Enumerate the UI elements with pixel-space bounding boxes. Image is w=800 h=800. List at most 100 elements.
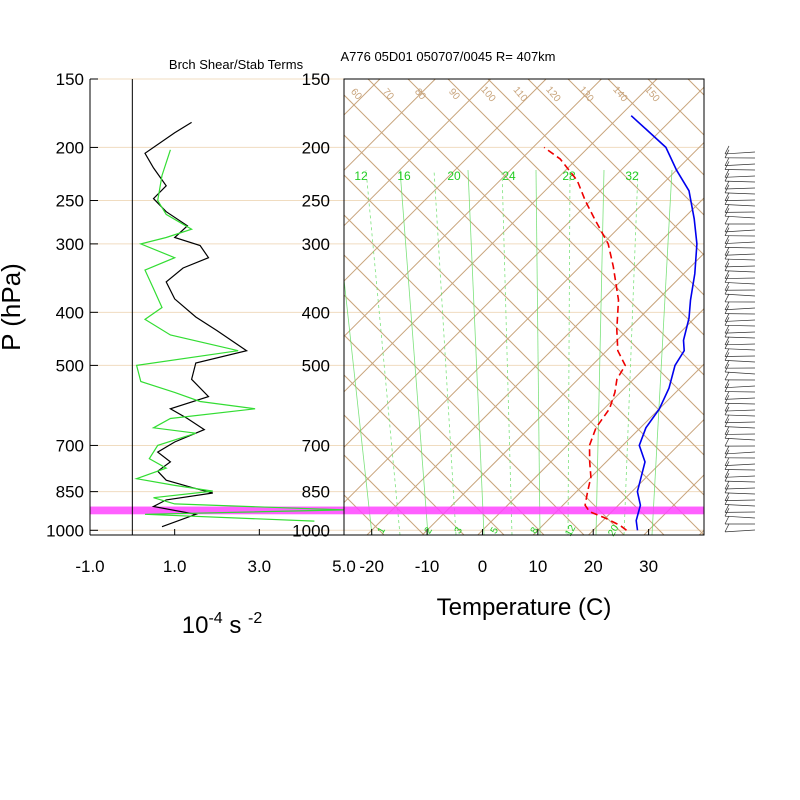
wind-barb-flag (724, 469, 730, 478)
wind-barb-flag (724, 461, 730, 470)
wind-barb-shaft (724, 175, 756, 178)
wind-barb-shaft (724, 163, 756, 166)
wind-barb-shaft (724, 402, 756, 405)
wind-barb-flag (724, 523, 730, 533)
wind-barb-shaft (724, 336, 756, 339)
wind-barb-flag (724, 157, 730, 166)
wind-barb-shaft (724, 492, 756, 495)
wind-barb-shaft (724, 192, 756, 195)
wind-barb-flag (724, 208, 730, 217)
wind-barb-shaft (724, 451, 756, 455)
theta-label: 150 (642, 84, 661, 104)
wind-barb-flag (724, 227, 730, 236)
mixing-ratio-line (623, 169, 639, 535)
wind-barb-shaft (724, 529, 756, 533)
left-y-tick-label: 400 (56, 303, 84, 322)
wind-barb-flag (724, 473, 730, 482)
dry-adiabat-line (344, 294, 585, 535)
dry-adiabat-line (728, 79, 800, 535)
dry-adiabat-line (344, 454, 425, 535)
dry-adiabat-line (567, 79, 704, 216)
theta-label: 110 (511, 85, 530, 105)
right-y-tick-label: 200 (302, 138, 330, 157)
wind-barb-flag (724, 492, 730, 501)
right-y-tick-label: 700 (302, 436, 330, 455)
dry-adiabat-line (527, 79, 704, 256)
right-y-tick-label: 150 (302, 70, 330, 89)
dry-adiabat-line (344, 414, 465, 535)
left-x-tick-label: 5.0 (332, 557, 356, 576)
wind-barb-flag (724, 508, 730, 517)
wind-barb-flag (724, 348, 730, 357)
mixing-ratio-bottom-label: 5 (489, 525, 502, 536)
left-highlight-band (90, 506, 344, 515)
wind-barb-flag (724, 173, 730, 182)
wind-barb-flag (724, 250, 730, 260)
mixing-ratio-label: 28 (562, 169, 576, 183)
wind-barb-flag (724, 395, 730, 404)
wind-barb-flag (724, 262, 730, 271)
right-x-tick-label: -20 (359, 557, 384, 576)
dry-adiabat-line (487, 79, 704, 296)
wind-barb-shaft (724, 204, 756, 207)
mixing-ratio-label: 32 (625, 169, 639, 183)
mixing-ratio-line (399, 169, 429, 535)
right-y-tick-label: 250 (302, 192, 330, 211)
dry-adiabat-line (344, 374, 505, 535)
wind-barb-flag (724, 215, 730, 225)
wind-barb-shaft (724, 319, 756, 322)
shear-series-green-line (134, 149, 344, 522)
left-y-tick-label: 700 (56, 436, 84, 455)
right-x-tick-label: 30 (639, 557, 658, 576)
left-panel-title: Brch Shear/Stab Terms (169, 57, 304, 72)
wind-barb-shaft (724, 215, 756, 219)
left-y-tick-label: 1000 (46, 521, 84, 540)
isotherm-line (532, 363, 704, 535)
wind-barb-flag (724, 270, 730, 279)
isotherm-line (477, 308, 704, 535)
wind-barb-shaft (724, 397, 756, 400)
wind-barb-shaft (724, 277, 756, 279)
wind-barb-flag (724, 328, 730, 338)
right-plot-frame (343, 78, 705, 536)
wind-barb-shaft (724, 343, 756, 346)
dry-adiabat-line (344, 94, 704, 456)
dry-adiabat-line (687, 79, 704, 96)
wind-barb-flag (724, 437, 730, 447)
left-y-tick-label: 150 (56, 70, 84, 89)
wind-barb-shaft (724, 187, 756, 190)
wind-barb-flag (724, 301, 730, 310)
wind-barb-shaft (724, 229, 756, 233)
wind-barb-flag (724, 247, 730, 256)
wind-barb-flag (724, 426, 730, 435)
dry-adiabat-line (407, 79, 704, 376)
wind-barb-flag (724, 192, 730, 201)
theta-label: 90 (446, 87, 462, 103)
y-axis-label: P (hPa) (0, 263, 26, 351)
dry-adiabat-line (447, 79, 704, 336)
wind-barb-flag (724, 430, 730, 439)
wind-barb-flag (724, 406, 730, 416)
sounding-traces-group (543, 115, 698, 531)
wind-barb-flag (724, 169, 730, 178)
mixing-ratio-line (365, 169, 401, 535)
left-x-axis-label: 10-4 s -2 (182, 610, 263, 639)
isotherm-line (344, 86, 704, 448)
wind-barb-shaft (724, 385, 756, 389)
wind-barb-flag (724, 285, 730, 295)
wind-barb-flag (724, 457, 730, 466)
dry-adiabat-line (344, 334, 545, 535)
wind-barb-shaft (724, 265, 756, 268)
skew-t-lines-group (344, 79, 800, 535)
wind-barb-flag (724, 504, 730, 513)
wind-barb-shaft (724, 487, 756, 490)
right-x-tick-label: 0 (478, 557, 487, 576)
wind-barb-flag (724, 402, 730, 412)
theta-label: 60 (348, 87, 364, 103)
wind-barb-flag (724, 484, 730, 493)
wind-barb-shaft (724, 371, 756, 375)
wind-barb-shaft (724, 253, 756, 256)
wind-barb-flag (724, 161, 730, 170)
